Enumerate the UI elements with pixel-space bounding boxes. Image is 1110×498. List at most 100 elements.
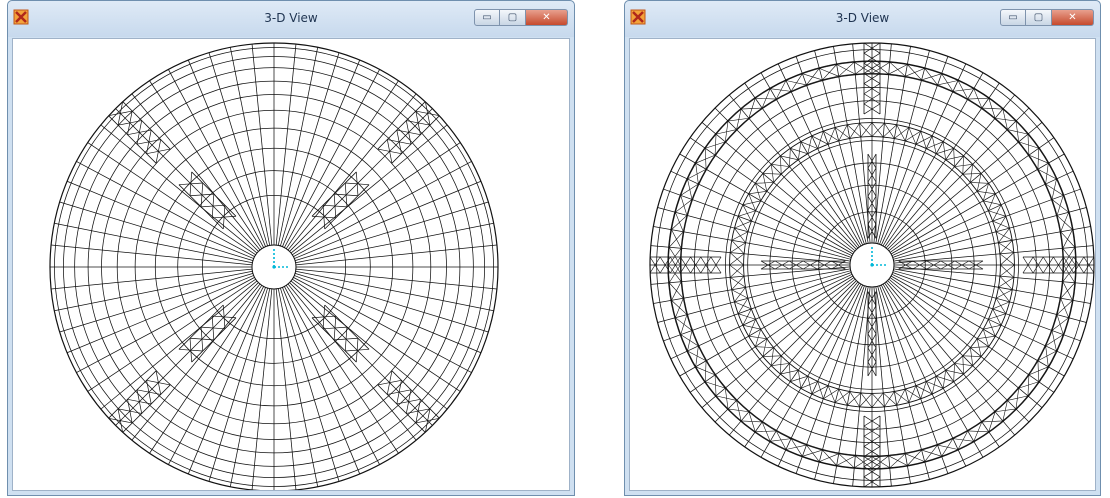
ring-bracing-x <box>675 314 693 335</box>
mesh-radial-line <box>875 46 911 244</box>
ring-bracing-x <box>921 68 942 86</box>
mesh-radial-line <box>890 275 1065 377</box>
ring-bracing-x <box>945 148 964 167</box>
mesh-radial-line <box>100 280 258 410</box>
mesh-radial-line <box>893 268 1091 304</box>
bracing-x <box>345 171 370 196</box>
mesh-ring <box>87 80 461 454</box>
bracing-x <box>863 73 881 84</box>
bracing-x <box>926 260 941 270</box>
ring-bracing-x <box>671 212 688 232</box>
mesh-radial-line <box>663 272 852 342</box>
mesh-radial-line <box>760 283 862 458</box>
window-3d-view-left[interactable]: 3-D View ▭ ▢ ✕ <box>7 0 575 496</box>
title-bar[interactable]: 3-D View ▭ ▢ ✕ <box>8 1 574 37</box>
bracing-x <box>968 260 984 270</box>
ring-bracing-x <box>1056 298 1073 318</box>
ring-bracing-x <box>1007 388 1029 409</box>
mesh-ring <box>54 47 494 487</box>
mesh-radial-line <box>882 72 984 247</box>
ring-bracing-x <box>705 374 726 396</box>
ring-bracing-x <box>836 453 856 469</box>
minimize-button[interactable]: ▭ <box>1000 9 1026 26</box>
bracing-x <box>1032 256 1044 274</box>
ring-bracing-x <box>992 298 1010 314</box>
bracing-x <box>189 327 214 352</box>
ring-bracing-x <box>738 204 756 222</box>
ring-bracing-x <box>1056 212 1073 232</box>
slab-outline <box>49 42 499 490</box>
close-button[interactable]: ✕ <box>526 9 568 26</box>
bracing-x <box>108 101 133 126</box>
ring-bracing-x <box>1045 330 1064 352</box>
maximize-button[interactable]: ▢ <box>1026 9 1052 26</box>
bracing-x <box>108 408 133 433</box>
mesh-radial-line <box>888 278 1043 408</box>
mesh-radial-line <box>650 266 851 285</box>
bracing-x <box>136 129 161 154</box>
bracing-x <box>415 408 440 433</box>
slab-outline <box>649 42 1095 488</box>
ring-bracing-x <box>762 347 782 366</box>
mesh-radial-line <box>657 270 851 323</box>
mesh-radial-line <box>880 284 967 467</box>
mesh-radial-line <box>814 286 867 480</box>
maximize-button[interactable]: ▢ <box>500 9 526 26</box>
mesh-radial-line <box>679 153 854 255</box>
bracing-x <box>201 194 225 218</box>
ring-bracing-x <box>731 287 749 303</box>
mesh-radial-line <box>891 273 1074 360</box>
bracing-x <box>867 361 877 377</box>
mesh-radial-line <box>294 180 482 259</box>
mesh-radial-line <box>277 288 319 487</box>
mesh-ring <box>116 109 432 425</box>
ring-bracing-x <box>1062 247 1076 266</box>
mesh-radial-line <box>76 161 255 257</box>
bracing-x <box>127 120 152 145</box>
model-viewport[interactable] <box>12 38 570 491</box>
bracing-x <box>867 167 877 183</box>
ring-bracing-x <box>729 252 745 266</box>
mesh-ring <box>680 73 1064 457</box>
bracing-x <box>670 256 681 274</box>
mesh-radial-line <box>729 281 859 436</box>
bracing-x <box>863 83 881 95</box>
ring-bracing-x <box>705 134 726 156</box>
window-3d-view-right[interactable]: 3-D View ▭ ▢ ✕ <box>624 0 1101 496</box>
ring-bracing-x <box>800 376 818 395</box>
mesh-radial-line <box>875 286 911 484</box>
ring-bracing-x <box>954 355 973 375</box>
mesh-radial-line <box>251 288 273 490</box>
ring-bracing-x <box>748 183 767 201</box>
model-viewport[interactable] <box>629 38 1096 491</box>
mesh-radial-line <box>187 287 266 475</box>
ring-bracing-x <box>921 444 942 462</box>
mesh-ring <box>747 140 997 390</box>
mesh-radial-line <box>100 124 258 254</box>
mesh-radial-line <box>295 244 497 266</box>
ring-bracing-x <box>811 381 829 399</box>
bracing-x <box>867 210 877 225</box>
bracing-x <box>334 327 359 352</box>
close-button[interactable]: ✕ <box>1052 9 1094 26</box>
title-bar[interactable]: 3-D View ▭ ▢ ✕ <box>625 1 1100 37</box>
ring-bracing-x <box>999 264 1015 278</box>
mesh-radial-line <box>59 273 254 333</box>
ring-bracing-chord <box>667 60 1077 470</box>
bracing-x <box>212 304 237 329</box>
minimize-button[interactable]: ▭ <box>474 9 500 26</box>
ring-bracing-x <box>715 388 737 409</box>
mesh-radial-line <box>795 56 865 245</box>
ring-bracing-x <box>790 370 808 389</box>
mesh-radial-line <box>833 46 869 244</box>
mesh-radial-line <box>714 280 857 423</box>
bracing-x <box>415 101 440 126</box>
bracing-x <box>189 182 214 207</box>
bracing-x <box>406 399 431 424</box>
ring-bracing-x <box>871 455 890 469</box>
ring-bracing-x <box>762 164 782 183</box>
ring-bracing-x <box>785 73 807 92</box>
mesh-ring <box>694 87 1050 443</box>
mesh-radial-line <box>131 93 261 251</box>
mesh-radial-line <box>891 170 1074 257</box>
